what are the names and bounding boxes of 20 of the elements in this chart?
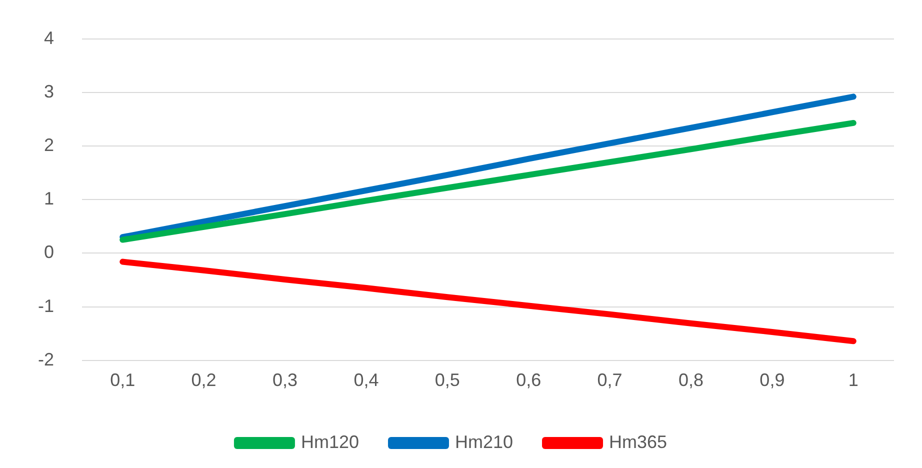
legend-label: Hm210 <box>454 432 514 452</box>
y-tick-label: 1 <box>44 188 54 209</box>
y-tick-label: -2 <box>38 349 54 370</box>
x-tick-label: 0,2 <box>191 370 216 390</box>
y-tick-label: 3 <box>44 81 54 102</box>
y-tick-label: 4 <box>44 28 54 48</box>
x-tick-label: 0,3 <box>272 370 298 390</box>
y-tick-label: -1 <box>38 296 54 316</box>
legend-label: Hm365 <box>609 432 668 452</box>
legend-label: Hm120 <box>300 432 359 452</box>
x-tick-label: 0,8 <box>678 370 704 390</box>
x-tick-label: 0,9 <box>760 370 785 390</box>
x-tick-label: 0,5 <box>434 370 460 390</box>
x-tick-label: 0,7 <box>597 370 622 390</box>
x-tick-label: 0,4 <box>354 370 379 390</box>
y-tick-label: 0 <box>44 242 54 262</box>
x-tick-label: 0,6 <box>516 370 542 390</box>
x-tick-label: 0,1 <box>110 370 136 390</box>
x-tick-label: 1 <box>848 370 858 390</box>
y-tick-label: 2 <box>44 134 54 155</box>
